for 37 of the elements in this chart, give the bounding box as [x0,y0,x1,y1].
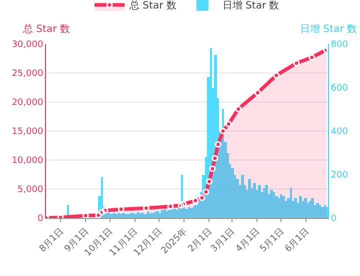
legend-label: 日增 Star 数 [222,0,280,12]
x-tick-label: 8月1日 [38,226,66,254]
y2-tick-label: 600 [330,84,348,94]
bar [156,211,159,218]
bar [311,198,314,218]
bar [222,109,224,218]
bar [147,211,149,218]
bar [168,210,171,218]
bar [304,198,307,218]
bar [144,214,147,218]
y-tick-label: 0 [37,214,44,224]
y-tick-label: 25,000 [12,69,44,80]
bar [137,212,139,218]
y-tick-label: 5,000 [17,185,44,196]
y-tick-label: 15,000 [12,127,44,138]
y2-tick-label: 800 [330,40,348,50]
y-tick-label: 10,000 [12,156,44,166]
bar [161,210,164,218]
bar [290,188,292,218]
x-tick-label: 6月1日 [284,226,312,254]
x-tick-label: 5月1日 [258,226,286,254]
y2-tick-label: 400 [330,127,348,138]
y-tick-label: 30,000 [12,40,44,50]
bar [282,196,285,218]
y-axis-title: 总 Star 数 [22,23,70,35]
bar [164,209,166,218]
y-tick-label: 20,000 [12,98,44,108]
bar [159,213,161,218]
bar [299,196,302,218]
y2-tick-label: 0 [330,214,337,224]
bar [108,213,110,218]
bar [134,214,137,218]
bar [248,179,251,218]
y2-axis-title: 日增 Star 数 [300,23,357,35]
y2-tick-label: 200 [330,170,348,181]
legend-label: 总 Star 数 [128,0,176,12]
bar [110,214,113,218]
